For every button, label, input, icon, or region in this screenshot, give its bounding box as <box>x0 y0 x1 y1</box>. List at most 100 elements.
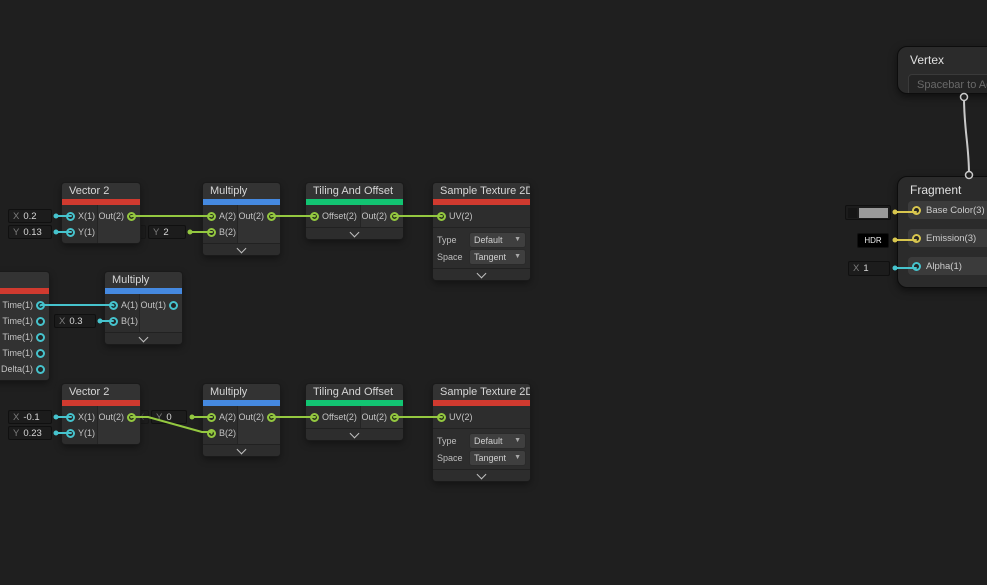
multiply-mid-b-x-field[interactable]: X 0.3 <box>54 314 96 328</box>
vector2-top-x-field[interactable]: X 0.2 <box>8 209 52 223</box>
port-alpha[interactable] <box>912 261 921 271</box>
port-a[interactable] <box>207 412 216 422</box>
space-dropdown[interactable]: Tangent ▼ <box>469 248 526 265</box>
port-label: Offset(2) <box>322 211 357 221</box>
port-emission[interactable] <box>912 233 921 243</box>
edge-vertex-to-fragment[interactable] <box>963 96 970 176</box>
port-offset[interactable] <box>310 211 319 221</box>
category-bar-input <box>62 400 140 406</box>
port-cosine-time-out[interactable] <box>36 332 45 342</box>
port-label: A(2) <box>219 412 237 422</box>
fragment-block[interactable]: Fragment Base Color(3) Emission(3) Alpha… <box>897 176 987 288</box>
base-color-swatch-field[interactable] <box>845 205 891 220</box>
port-b[interactable] <box>207 227 216 237</box>
field-dot <box>97 318 103 324</box>
port-label: Smooth Delta(1) <box>0 364 33 374</box>
collapse-preview-button[interactable] <box>306 428 403 440</box>
emission-row[interactable]: Emission(3) <box>908 229 987 247</box>
node-multiply-top[interactable]: Multiply A(2) B(2) Out(2) <box>203 183 280 255</box>
node-sample-texture-2d-bot[interactable]: Sample Texture 2D UV(2) Type Default ▼ Sp… <box>433 384 530 481</box>
port-label: Cosine Time(1) <box>0 332 33 342</box>
port-label: B(2) <box>219 428 237 438</box>
vector2-top-y-field[interactable]: Y 0.13 <box>8 225 52 239</box>
type-dropdown[interactable]: Default ▼ <box>469 231 526 248</box>
node-title: Vector 2 <box>62 183 140 199</box>
port-a[interactable] <box>207 211 216 221</box>
port-label: Y(1) <box>78 428 96 438</box>
port-a[interactable] <box>109 300 118 310</box>
vector2-bot-y-field[interactable]: Y 0.23 <box>8 426 52 440</box>
port-label: Out(2) <box>98 412 124 422</box>
node-tiling-and-offset-top[interactable]: Tiling And Offset Offset(2) Out(2) <box>306 183 403 239</box>
port-label: Delta Time(1) <box>0 348 33 358</box>
port-label: Out(2) <box>238 412 264 422</box>
collapse-preview-button[interactable] <box>203 444 280 456</box>
port-label: Offset(2) <box>322 412 357 422</box>
node-tiling-and-offset-bot[interactable]: Tiling And Offset Offset(2) Out(2) <box>306 384 403 440</box>
caret-down-icon: ▼ <box>514 454 521 461</box>
port-out[interactable] <box>169 300 178 310</box>
collapse-preview-button[interactable] <box>306 227 403 239</box>
port-out[interactable] <box>390 211 399 221</box>
alpha-row[interactable]: Alpha(1) <box>908 257 987 275</box>
emission-hdr-field[interactable]: HDR <box>857 233 889 248</box>
collapse-preview-button[interactable] <box>433 469 530 481</box>
port-out[interactable] <box>127 412 136 422</box>
space-dropdown[interactable]: Tangent ▼ <box>469 449 526 466</box>
port-b[interactable] <box>109 316 118 326</box>
port-offset[interactable] <box>310 412 319 422</box>
port-label: Out(1) <box>140 300 166 310</box>
collapse-preview-button[interactable] <box>203 243 280 255</box>
port-uv[interactable] <box>437 211 446 221</box>
multiply-top-b-y-field[interactable]: Y 2 <box>148 225 186 239</box>
vertex-block[interactable]: Vertex Spacebar to Add Block <box>897 46 987 94</box>
multiply-bot-a-y-field[interactable]: Y 0 <box>151 410 187 424</box>
port-y[interactable] <box>66 227 75 237</box>
port-smooth-delta-out[interactable] <box>36 364 45 374</box>
category-bar-math <box>203 199 280 205</box>
hdr-label: HDR <box>864 236 882 245</box>
port-time-out[interactable] <box>36 300 45 310</box>
port-label: Sine Time(1) <box>0 316 33 326</box>
node-sample-texture-2d-top[interactable]: Sample Texture 2D UV(2) Type Default ▼ Sp… <box>433 183 530 280</box>
field-label: X <box>13 411 20 423</box>
port-label: Out(2) <box>361 211 387 221</box>
vector2-bot-x-field[interactable]: X -0.1 <box>8 410 52 424</box>
collapse-preview-button[interactable] <box>105 332 182 344</box>
node-time[interactable]: Time(1) Sine Time(1) Cosine Time(1) Delt… <box>0 272 49 380</box>
field-label: Y <box>13 427 20 439</box>
base-color-row[interactable]: Base Color(3) <box>908 201 987 219</box>
node-vector2-bot[interactable]: Vector 2 X(1) Y(1) Out(2) <box>62 384 140 444</box>
port-uv[interactable] <box>437 412 446 422</box>
space-label: Space <box>437 452 463 463</box>
port-delta-time-out[interactable] <box>36 348 45 358</box>
port-label: X(1) <box>78 412 96 422</box>
block-title: Vertex <box>910 53 945 67</box>
node-vector2-top[interactable]: Vector 2 X(1) Y(1) Out(2) <box>62 183 140 243</box>
port-x[interactable] <box>66 412 75 422</box>
collapse-preview-button[interactable] <box>433 268 530 280</box>
port-sine-time-out[interactable] <box>36 316 45 326</box>
port-x[interactable] <box>66 211 75 221</box>
port-out[interactable] <box>267 412 276 422</box>
port-y[interactable] <box>66 428 75 438</box>
context-edge-top-anchor[interactable] <box>959 92 969 102</box>
chevron-down-icon <box>138 332 149 342</box>
port-base-color[interactable] <box>912 205 921 215</box>
node-multiply-mid[interactable]: Multiply A(1) B(1) Out(1) <box>105 272 182 344</box>
port-b[interactable] <box>207 428 216 438</box>
category-bar-texture <box>433 400 530 406</box>
color-swatch[interactable] <box>859 207 888 218</box>
type-dropdown[interactable]: Default ▼ <box>469 432 526 449</box>
node-title: Multiply <box>105 272 182 288</box>
alpha-x-field[interactable]: X 1 <box>848 261 890 276</box>
node-multiply-bot[interactable]: Multiply A(2) B(2) Out(2) <box>203 384 280 456</box>
port-out[interactable] <box>267 211 276 221</box>
field-value: 1 <box>863 263 869 274</box>
port-out[interactable] <box>127 211 136 221</box>
add-block-placeholder[interactable]: Spacebar to Add Block <box>908 74 987 93</box>
category-bar-uv <box>306 199 403 205</box>
field-value: 0.2 <box>23 210 37 222</box>
color-mode-square <box>848 207 857 218</box>
port-out[interactable] <box>390 412 399 422</box>
